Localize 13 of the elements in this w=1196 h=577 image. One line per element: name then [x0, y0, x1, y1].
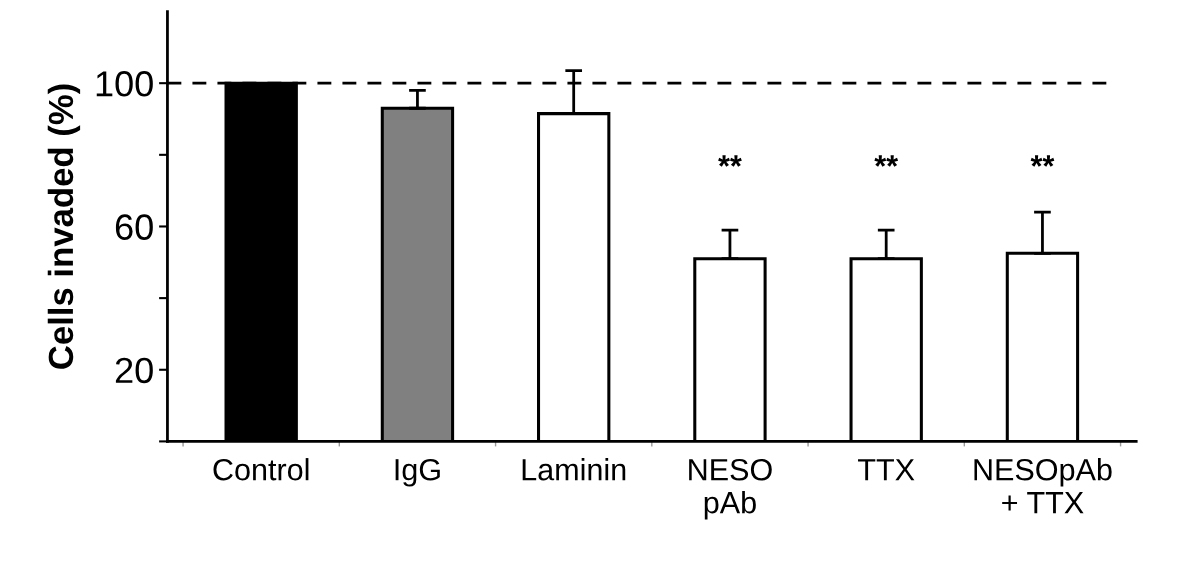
- x-tick-label: Control: [213, 458, 309, 481]
- y-tick-label: 60: [115, 214, 153, 240]
- annotation: **: [874, 155, 899, 167]
- x-tick-label: NESO pAb: [689, 458, 772, 520]
- y-tick-label: 100: [96, 71, 153, 97]
- x-tick-label: Laminin: [522, 458, 626, 481]
- x-tick-label: NESOpAb + TTX: [974, 458, 1112, 514]
- x-tick-label: TTX: [858, 459, 915, 481]
- x-tick-label: IgG: [395, 458, 440, 487]
- y-axis-title: Cells invaded (%): [47, 84, 81, 369]
- annotation: **: [718, 155, 742, 167]
- y-tick-label: 20: [115, 357, 153, 384]
- annotation: **: [1030, 155, 1055, 167]
